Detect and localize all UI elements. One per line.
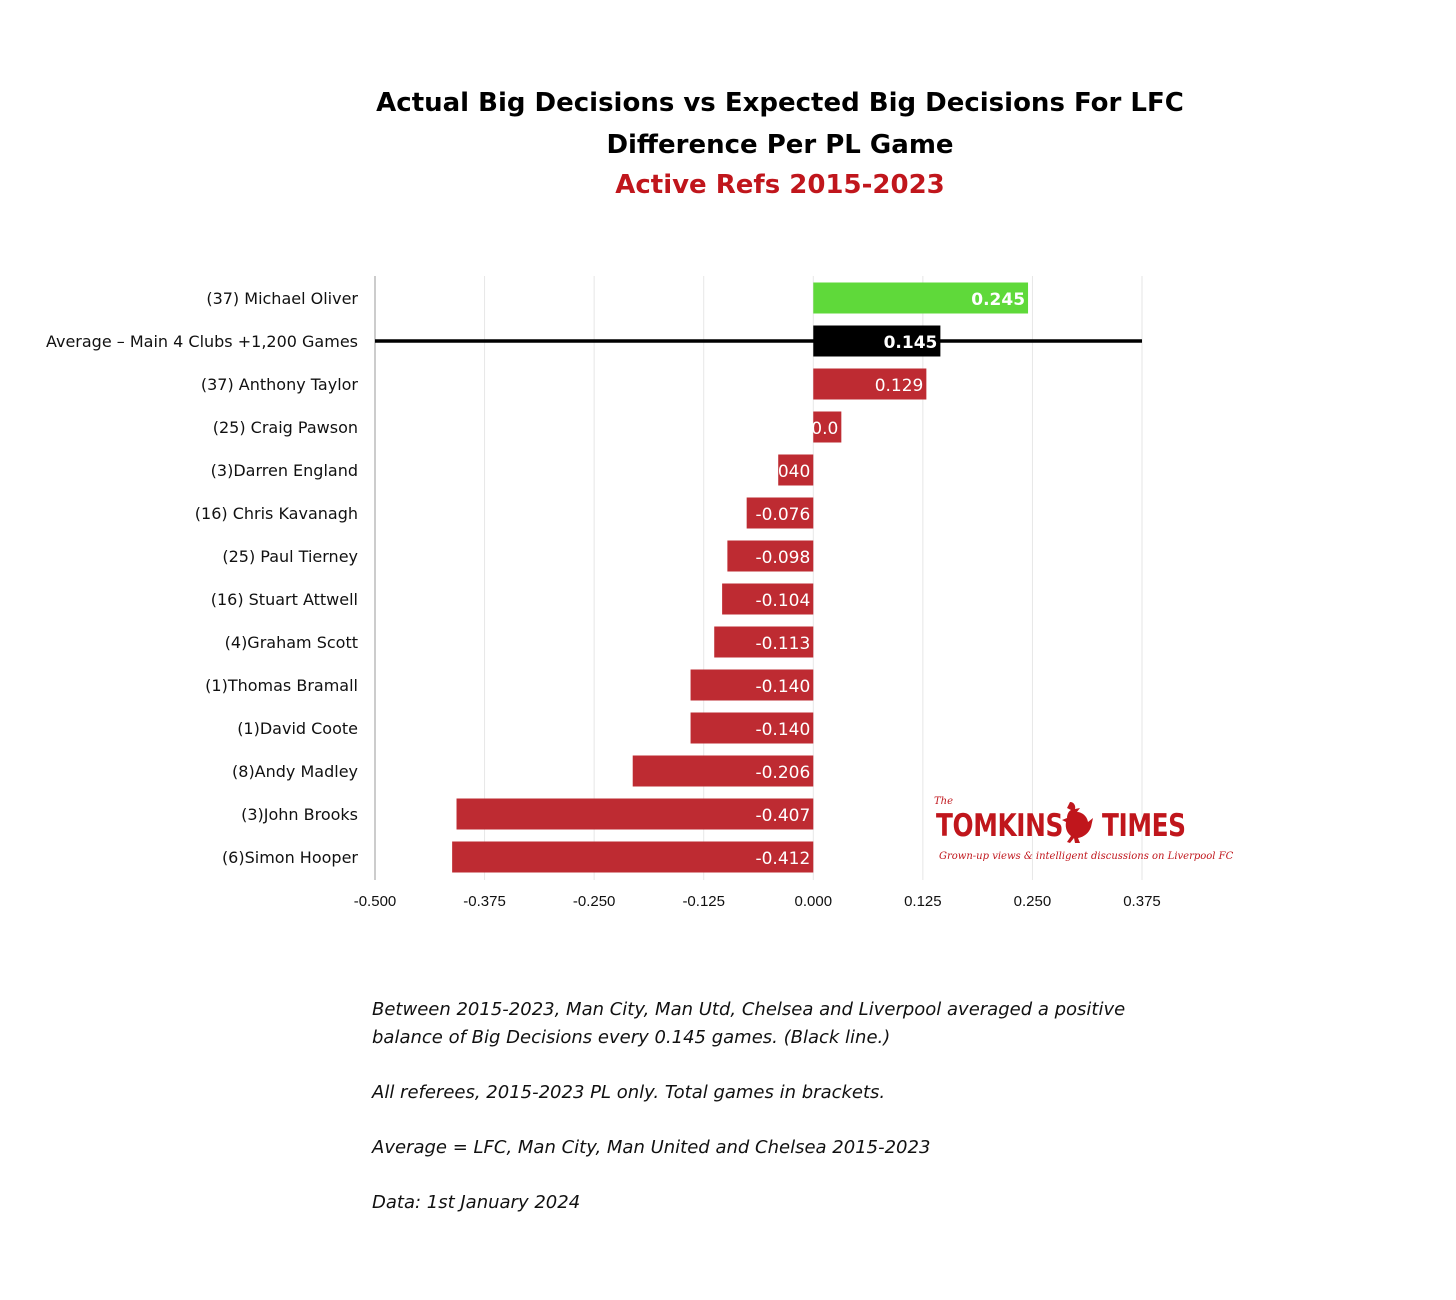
note-paragraph: All referees, 2015-2023 PL only. Total g… — [372, 1082, 886, 1103]
category-label: (3)Darren England — [211, 461, 358, 480]
bar — [632, 755, 814, 787]
bar-chart: -0.500 -0.375 -0.250 -0.125 0.000 0.125 0.250 0… — [46, 276, 1161, 910]
logo-prefix: The — [934, 796, 954, 807]
bar — [813, 282, 1029, 314]
data-label: -0.140 — [755, 720, 810, 740]
chart-subtitle: Difference Per PL Game — [606, 130, 954, 160]
bar — [813, 411, 842, 443]
category-label: (37) Anthony Taylor — [201, 375, 359, 394]
category-label: (37) Michael Oliver — [206, 289, 358, 308]
note-paragraph: Data: 1st January 2024 — [372, 1192, 581, 1213]
bar — [746, 497, 814, 529]
x-tick-label: -0.500 — [354, 893, 397, 910]
category-label: (8)Andy Madley — [232, 762, 358, 781]
x-tick-label: -0.125 — [682, 893, 725, 910]
category-label: (4)Graham Scott — [225, 633, 358, 652]
bar — [452, 841, 814, 873]
liver-bird-icon — [1062, 802, 1093, 843]
chart-subtitle-red: Active Refs 2015-2023 — [615, 170, 945, 200]
bar — [778, 454, 814, 486]
logo-word-tomkins: TOMKINS — [936, 808, 1063, 844]
bar — [813, 368, 927, 400]
data-label: -0.076 — [755, 505, 810, 525]
chart-notes: Between 2015-2023, Man City, Man Utd, Ch… — [372, 996, 1192, 1244]
category-label: (1)David Coote — [237, 719, 358, 738]
data-label: 0.245 — [971, 290, 1025, 310]
data-label: 040 — [778, 462, 810, 482]
bar — [690, 712, 814, 744]
category-label: (25) Craig Pawson — [213, 418, 358, 437]
x-tick-label: 0.375 — [1123, 893, 1161, 910]
category-label: (16) Chris Kavanagh — [195, 504, 358, 523]
x-tick-label: 0.000 — [795, 893, 833, 910]
category-label: (6)Simon Hooper — [222, 848, 358, 867]
data-label: -0.407 — [755, 806, 810, 826]
category-label: (16) Stuart Attwell — [211, 590, 358, 609]
data-label: -0.113 — [755, 634, 810, 654]
data-label: 0.145 — [884, 333, 938, 353]
category-label: (1)Thomas Bramall — [205, 676, 358, 695]
data-label: -0.098 — [755, 548, 810, 568]
bar — [722, 583, 814, 615]
category-label: (3)John Brooks — [241, 805, 358, 824]
data-label: 0.129 — [875, 376, 924, 396]
bar — [727, 540, 814, 572]
tomkins-times-logo: The TOMKINS TIMES Grown-up views & intel… — [932, 796, 1233, 866]
x-tick-label: 0.125 — [904, 893, 942, 910]
x-tick-label: -0.375 — [463, 893, 506, 910]
bar — [690, 669, 814, 701]
x-tick-label: 0.250 — [1014, 893, 1052, 910]
x-tick-label: -0.250 — [573, 893, 616, 910]
logo-word-times: TIMES — [1102, 808, 1186, 844]
bar — [456, 798, 814, 830]
note-paragraph: Between 2015-2023, Man City, Man Utd, Ch… — [372, 999, 1126, 1048]
note-paragraph: Average = LFC, Man City, Man United and … — [372, 1137, 931, 1158]
category-label: (25) Paul Tierney — [222, 547, 358, 566]
category-label: Average – Main 4 Clubs +1,200 Games — [46, 332, 358, 351]
data-label: -0.104 — [755, 591, 810, 611]
logo-tagline: Grown-up views & intelligent discussions… — [939, 851, 1234, 862]
bar — [714, 626, 814, 658]
data-label: -0.412 — [755, 849, 810, 869]
data-label: -0.140 — [755, 677, 810, 697]
data-label: -0.206 — [755, 763, 810, 783]
data-label: 0.0 — [811, 419, 838, 439]
chart-title-block: Actual Big Decisions vs Expected Big Dec… — [0, 82, 1456, 204]
bar — [813, 325, 941, 357]
chart-title: Actual Big Decisions vs Expected Big Dec… — [376, 88, 1184, 118]
